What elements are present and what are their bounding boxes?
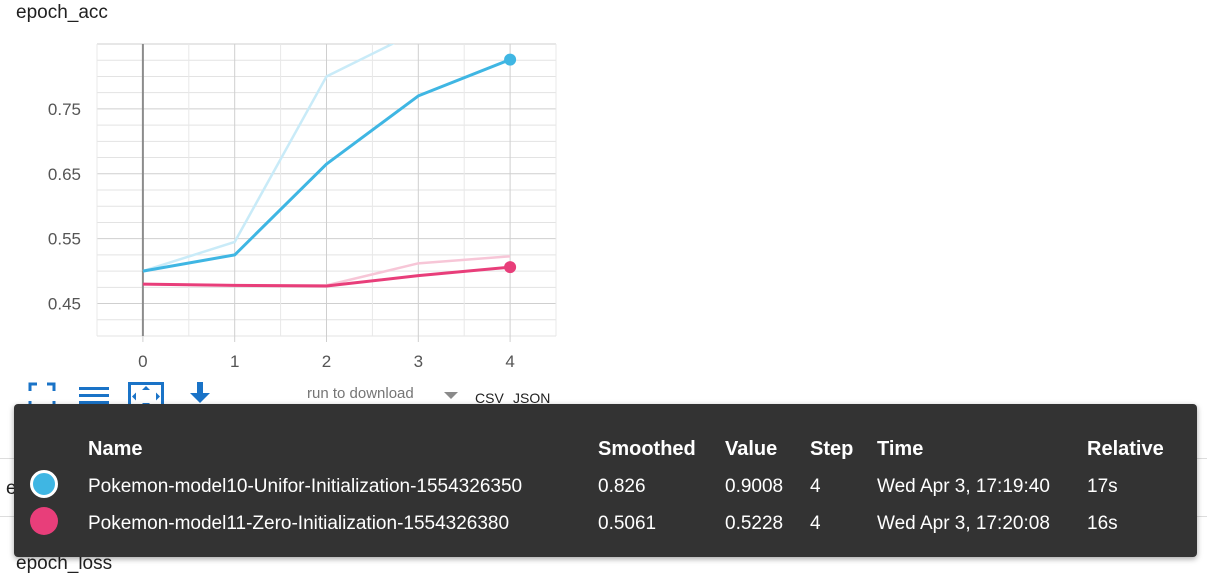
- series-color-swatch: [30, 505, 88, 542]
- step-value: 4: [810, 475, 821, 497]
- chart-grid: [96, 43, 557, 337]
- value-header: Value: [725, 437, 778, 460]
- x-tick-label: 2: [322, 352, 331, 371]
- chart-title: epoch_acc: [16, 2, 108, 23]
- series-hover-dot: [504, 261, 517, 274]
- smoothed-series-line: [142, 58, 511, 273]
- relative-value: 17s: [1087, 475, 1118, 497]
- y-tick-label: 0.75: [48, 100, 81, 119]
- swatch-header: [30, 430, 88, 468]
- csv-download-link[interactable]: CSV: [475, 390, 504, 406]
- x-tick-label: 4: [505, 352, 514, 371]
- series-swatch-icon: [30, 506, 58, 535]
- time-value: Wed Apr 3, 17:20:08: [877, 512, 1050, 534]
- chevron-down-icon: [444, 392, 458, 399]
- epoch-acc-chart[interactable]: 0.45 0.55 0.65 0.75 0 1 2 3 4: [0, 0, 600, 380]
- series-hover-dot: [504, 53, 517, 66]
- time-header: Time: [877, 437, 924, 460]
- y-tick-label: 0.45: [48, 295, 81, 314]
- json-download-link[interactable]: JSON: [513, 390, 551, 406]
- x-tick-label: 0: [138, 352, 147, 371]
- tooltip-row: Pokemon-model11-Zero-Initialization-1554…: [30, 505, 1187, 542]
- tick-labels: 0.45 0.55 0.65 0.75 0 1 2 3 4: [48, 100, 515, 371]
- chart-axes: [141, 44, 511, 342]
- x-tick-label: 3: [414, 352, 423, 371]
- name-header: Name: [88, 437, 143, 460]
- download-select-placeholder: run to download: [307, 385, 414, 402]
- card-divider: [0, 516, 14, 517]
- card-divider: [1197, 516, 1207, 517]
- series-hover-dots: [504, 53, 517, 274]
- smoothed-series-lines: [142, 58, 511, 288]
- card-divider: [1197, 458, 1207, 459]
- card-divider: [0, 458, 14, 459]
- series-swatch-icon: [30, 469, 58, 498]
- raw-value: 0.5228: [725, 512, 784, 534]
- relative-value: 16s: [1087, 512, 1118, 534]
- smoothed-series-line: [142, 265, 511, 288]
- y-tick-label: 0.55: [48, 230, 81, 249]
- tooltip-row: Pokemon-model10-Unifor-Initialization-15…: [30, 468, 1187, 505]
- smoothed-value: 0.826: [598, 475, 646, 497]
- series-color-swatch: [30, 468, 88, 505]
- y-tick-label: 0.65: [48, 165, 81, 184]
- step-header: Step: [810, 437, 854, 460]
- smoothed-value: 0.5061: [598, 512, 657, 534]
- tooltip-table: Name Smoothed Value Step Time Relative P…: [30, 430, 1187, 542]
- relative-header: Relative: [1087, 437, 1164, 460]
- run-name: Pokemon-model11-Zero-Initialization-1554…: [88, 512, 510, 534]
- time-value: Wed Apr 3, 17:19:40: [877, 475, 1050, 497]
- raw-value: 0.9008: [725, 475, 784, 497]
- tooltip-header-row: Name Smoothed Value Step Time Relative: [30, 430, 1187, 468]
- step-value: 4: [810, 512, 821, 534]
- run-name: Pokemon-model10-Unifor-Initialization-15…: [88, 475, 523, 497]
- next-card-title: epoch_loss: [16, 553, 113, 574]
- x-tick-label: 1: [230, 352, 239, 371]
- raw-series-line: [142, 44, 395, 273]
- smoothed-header: Smoothed: [598, 437, 696, 460]
- chart-tooltip: Name Smoothed Value Step Time Relative P…: [14, 404, 1197, 557]
